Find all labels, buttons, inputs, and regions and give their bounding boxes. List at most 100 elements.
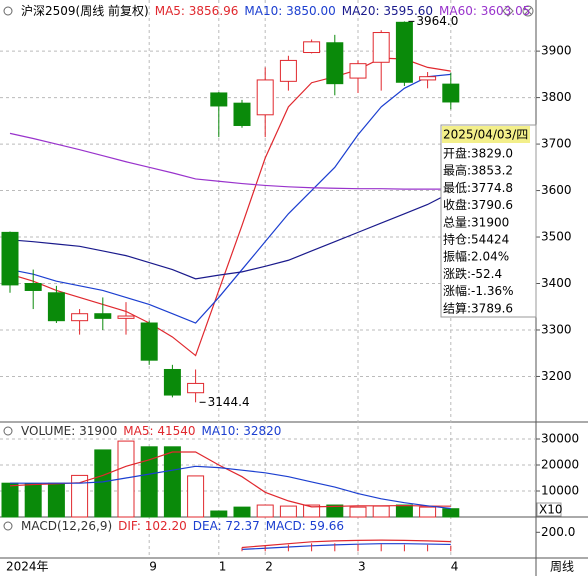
candle-body	[71, 313, 89, 322]
tooltip: 2025/04/03/四 开盘:3829.0 最高:3853.2 最低:3774.8…	[440, 124, 537, 318]
legend-entry: MA5: 3856.96	[155, 4, 239, 18]
legend-entry: MACD(12,26,9)	[21, 519, 112, 533]
candle-body	[419, 76, 437, 81]
line-series	[241, 539, 451, 549]
x-tick-label: 1	[219, 560, 227, 574]
candle-body	[395, 21, 413, 83]
volume-bar	[94, 449, 112, 518]
tooltip-row: 振幅:2.04%	[443, 249, 509, 264]
tooltip-row: 结算:3789.6	[443, 300, 513, 315]
x-tick-label: 9	[149, 560, 157, 574]
volume-bar	[395, 504, 413, 518]
tooltip-row: 最低:3774.8	[443, 181, 513, 195]
candle-body	[256, 79, 274, 116]
panel-header: MACD(12,26,9) DIF: 102.20 DEA: 72.37 MACD: …	[21, 519, 344, 533]
candle-body	[372, 32, 390, 63]
line-series	[9, 451, 451, 508]
candle-body	[1, 231, 19, 286]
line-series	[9, 132, 451, 190]
x-tick-label: 4	[451, 560, 459, 574]
close-cross	[524, 7, 532, 15]
y-tick-label: 3600	[541, 183, 572, 197]
toolbar-icons[interactable]	[502, 5, 534, 17]
y-tick-label: 20000	[541, 458, 579, 472]
candle-body	[140, 322, 158, 361]
tooltip-row: 开盘:3829.0	[443, 146, 513, 161]
candle-body	[24, 283, 42, 291]
multiplier-label: X10	[539, 503, 563, 517]
candle-body	[163, 368, 181, 396]
y-tick-label: 3800	[541, 90, 572, 104]
volume-bar	[210, 510, 228, 518]
line-series	[9, 192, 452, 280]
candle-body	[233, 102, 251, 126]
close-icon[interactable]	[522, 5, 534, 17]
panel-icon	[3, 426, 13, 436]
legend-entry: 沪深2509(周线 前复权)	[21, 3, 149, 18]
legend-entry: DEA: 72.37	[193, 519, 260, 533]
tooltip-title-bg	[442, 126, 530, 143]
x-tick-label: 2024年	[6, 560, 49, 574]
y-tick-label: 30000	[541, 432, 579, 446]
tooltip-row: 涨跌:-52.4	[443, 266, 502, 281]
y-tick-label: 3700	[541, 137, 572, 151]
tooltip-box	[440, 124, 537, 318]
volume-bar	[163, 446, 181, 518]
candle-body	[349, 63, 367, 79]
panel-header: 沪深2509(周线 前复权) MA5: 3856.96 MA10: 3850.00 M…	[21, 3, 530, 18]
legend-entry: MA5: 41540	[123, 424, 195, 438]
x-tick-label: 2	[265, 560, 273, 574]
volume-bar	[419, 506, 437, 518]
legend-entry: MA60: 3603.05	[439, 4, 530, 18]
candle-body	[117, 315, 135, 319]
panel-icon	[3, 521, 13, 531]
y-tick-label: 3400	[541, 276, 572, 290]
y-tick-label: 200.0	[541, 525, 575, 539]
panel-header: VOLUME: 31900 MA5: 41540 MA10: 32820	[21, 424, 281, 438]
tooltip-row: 持仓:54424	[443, 232, 509, 247]
volume-bar	[24, 483, 42, 518]
volume-bar	[140, 446, 158, 518]
candle-body	[187, 382, 205, 394]
legend-entry: MA10: 3850.00	[244, 4, 335, 18]
x-tick-label: 3	[358, 560, 366, 574]
volume-bar	[256, 504, 274, 518]
line-series	[10, 465, 451, 510]
volume-bar	[349, 506, 367, 518]
diamond-icon[interactable]	[502, 5, 514, 17]
multiplier-box	[536, 502, 562, 517]
volume-bar	[233, 506, 251, 518]
volume-bar	[47, 482, 65, 518]
annotation: 3144.4	[208, 395, 250, 409]
candle-body	[442, 83, 460, 103]
line-series	[241, 543, 451, 550]
candle-body	[303, 41, 321, 54]
volume-bar	[279, 505, 297, 518]
tooltip-row: 涨幅:-1.36%	[443, 283, 514, 298]
volume-bar	[1, 482, 19, 518]
y-tick-label: 3900	[541, 44, 572, 58]
candle-body	[94, 313, 112, 319]
tooltip-row: 收盘:3790.6	[443, 197, 513, 212]
y-tick-label: 3200	[541, 369, 572, 383]
volume-bar	[303, 504, 321, 518]
candle-body	[210, 92, 228, 107]
y-tick-label: 3500	[541, 230, 572, 244]
legend-entry: VOLUME: 31900	[21, 424, 117, 438]
volume-bar	[442, 508, 460, 518]
legend-entry: MA10: 32820	[202, 424, 282, 438]
panel-icon	[3, 6, 13, 16]
line-series	[9, 73, 451, 324]
candle-body	[47, 292, 65, 322]
volume-bar	[187, 475, 205, 518]
candle-body	[326, 42, 344, 85]
y-tick-label: 10000	[541, 484, 579, 498]
annotation: 3964.0	[416, 14, 458, 28]
volume-bar	[71, 474, 89, 518]
x-axis-label: 周线	[550, 560, 574, 574]
tooltip-title: 2025/04/03/四	[443, 128, 528, 142]
legend-entry: DIF: 102.20	[118, 519, 187, 533]
y-tick-label: 3300	[541, 322, 572, 336]
legend-entry: MA20: 3595.60	[342, 4, 433, 18]
